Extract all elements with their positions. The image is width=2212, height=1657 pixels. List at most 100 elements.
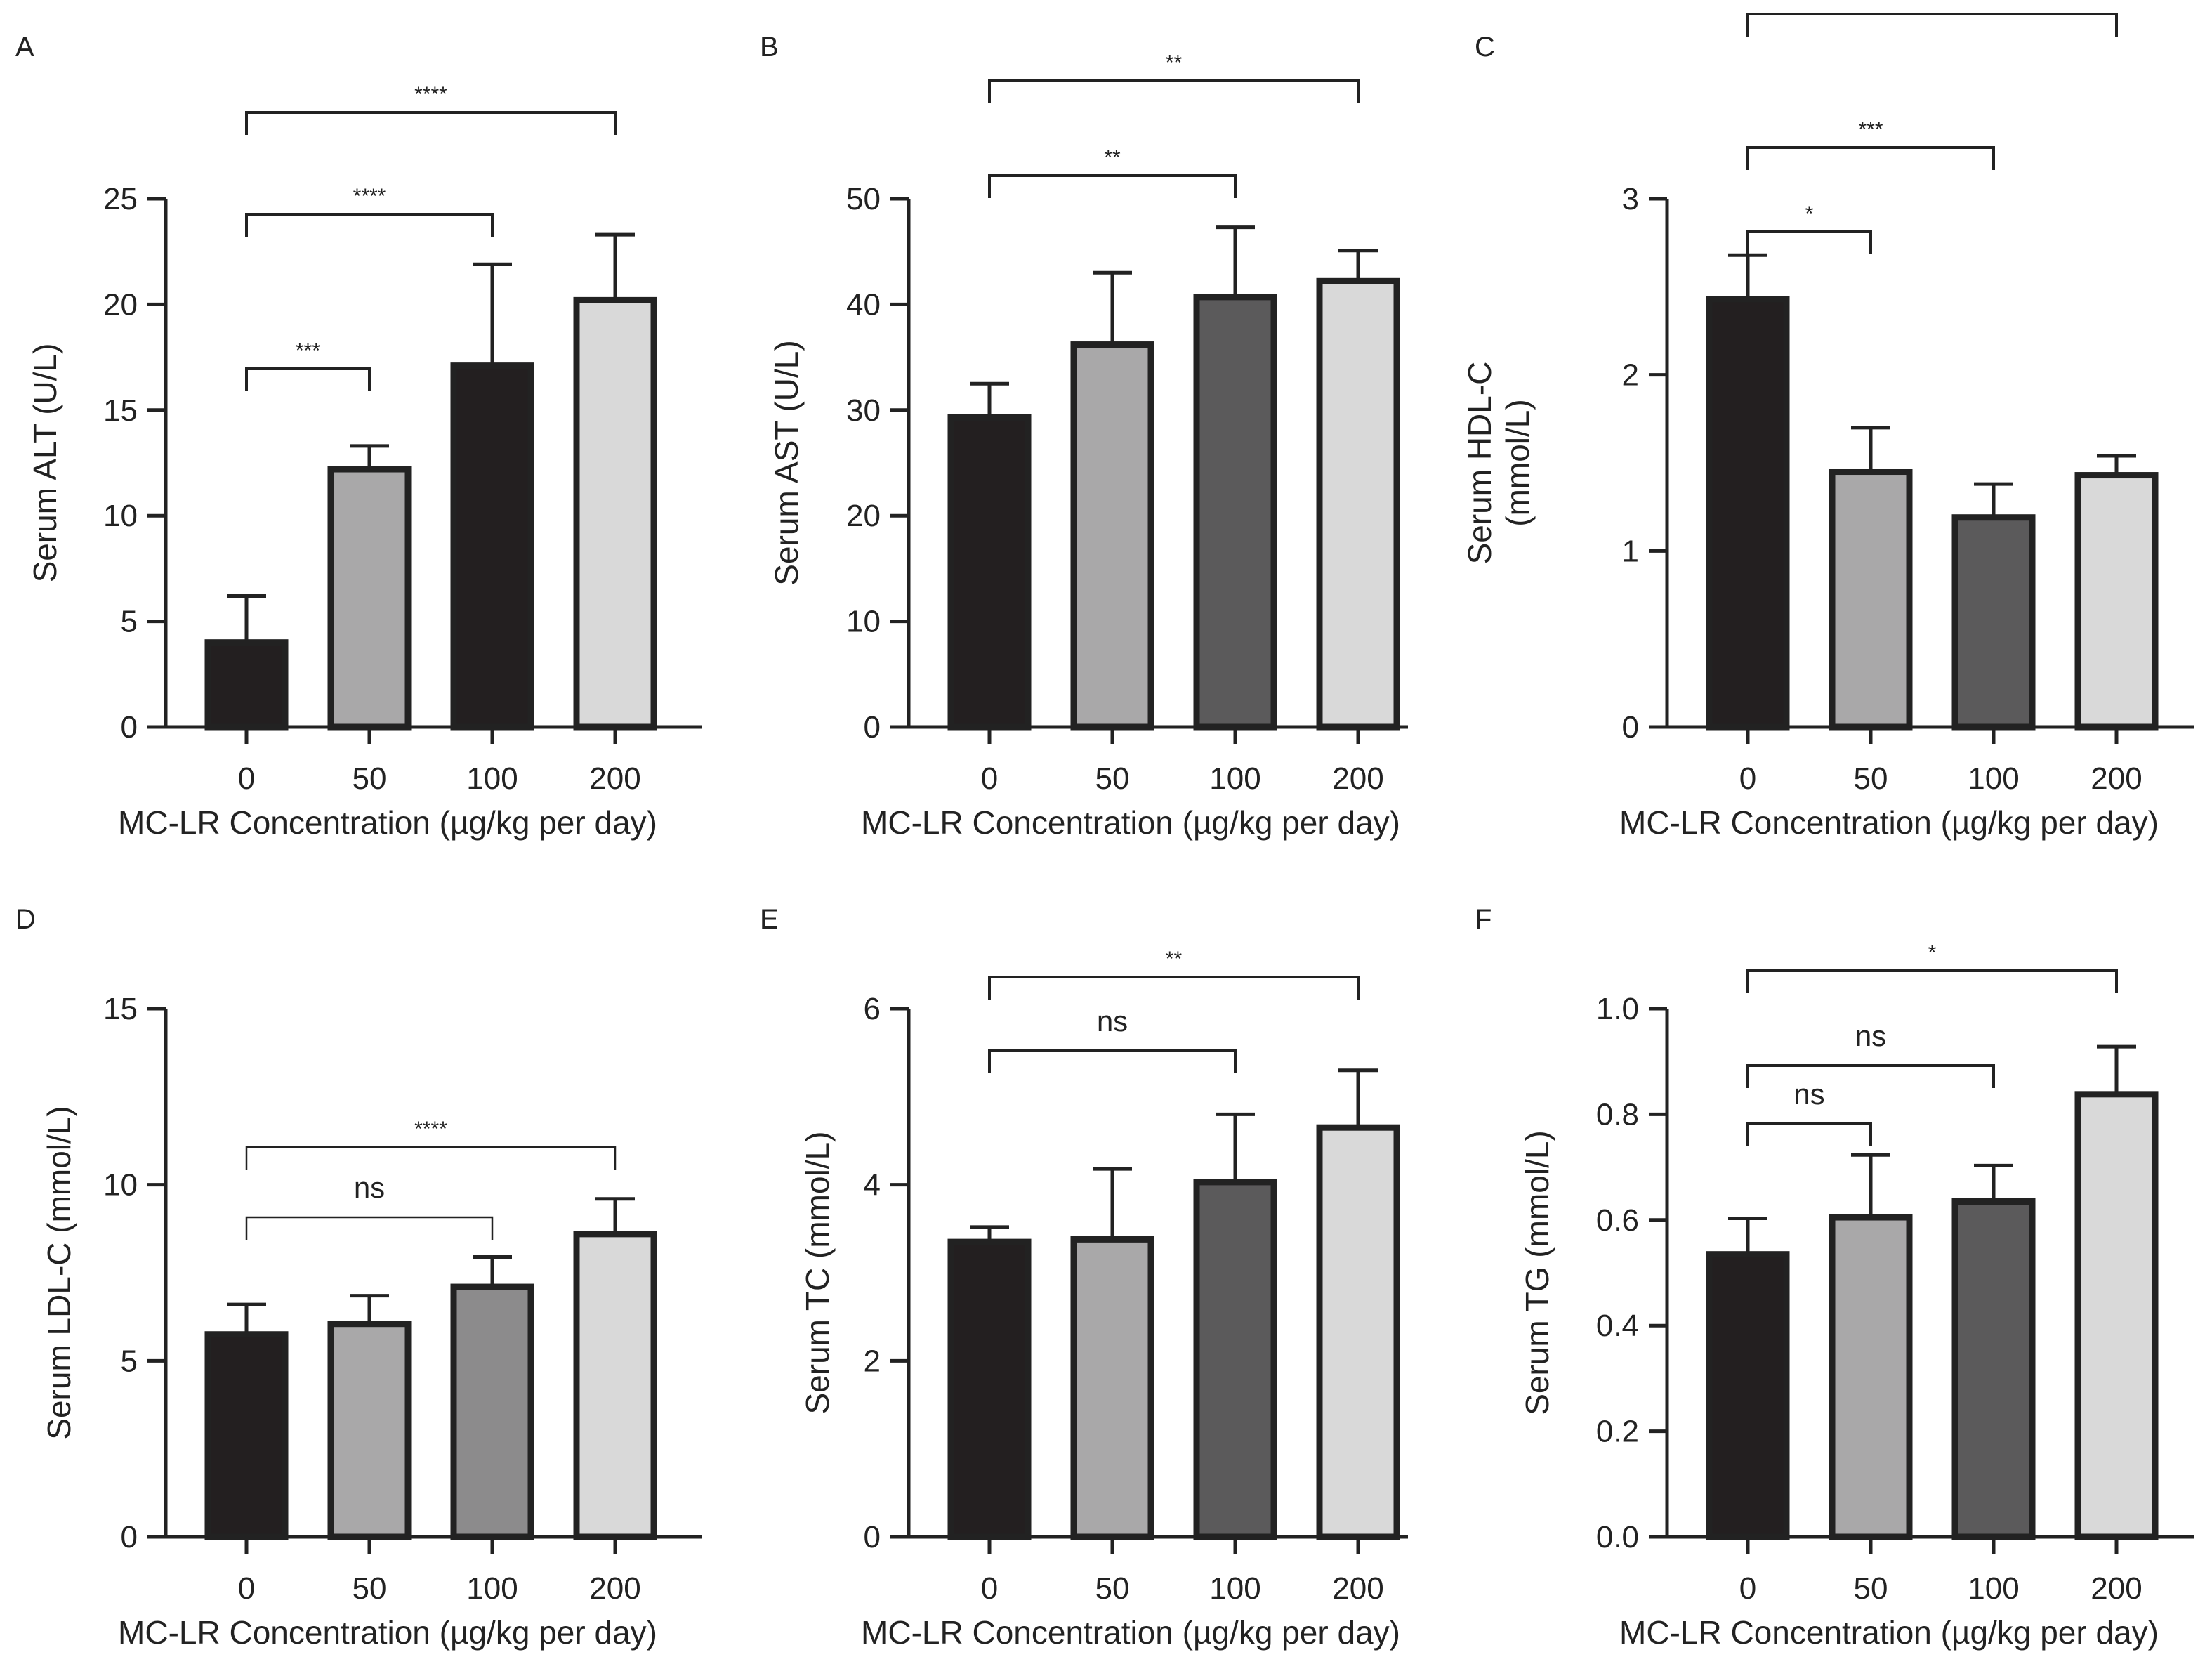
- significance-bracket: [245, 1146, 617, 1170]
- bar: [1193, 294, 1277, 731]
- panel-letter: D: [15, 904, 36, 935]
- x-tick-label: 50: [1854, 761, 1888, 796]
- x-tick-label: 100: [1968, 761, 2019, 796]
- x-tick-label: 200: [2091, 761, 2142, 796]
- x-tick-label: 0: [238, 761, 255, 796]
- significance-label: ****: [414, 83, 447, 106]
- bar: [573, 1231, 657, 1540]
- panel-letter: F: [1475, 904, 1492, 935]
- significance-label: ns: [1793, 1078, 1824, 1111]
- y-tick-label: 15: [103, 992, 138, 1026]
- y-tick-label: 1.0: [1596, 992, 1639, 1026]
- significance-bracket: [245, 111, 617, 135]
- bar: [450, 1283, 534, 1540]
- y-axis-title: Serum LDL-C (mmol/L): [41, 1106, 77, 1439]
- panel-letter: E: [760, 904, 779, 935]
- significance-label: **: [1104, 146, 1121, 169]
- significance-bracket: [1746, 1064, 1995, 1088]
- significance-label: **: [1166, 948, 1183, 971]
- significance-bracket: [1746, 1122, 1872, 1146]
- chart-panel-e: E 0 2 4 6 0 50 100 200 MC-LR Concentration (µg/kg…: [760, 904, 1408, 1651]
- x-axis-title: MC-LR Concentration (µg/kg per day): [861, 1614, 1400, 1651]
- y-tick-label: 3: [1622, 182, 1639, 216]
- chart-panel-a: A 0 5 10 15 20 25 0 50 100 200 MC-LR Concentration …: [15, 32, 702, 841]
- y-axis-title: (mmol/L): [1499, 399, 1536, 526]
- bar: [204, 1331, 289, 1540]
- x-tick-label: 50: [1854, 1571, 1888, 1606]
- y-tick-label: 5: [121, 1344, 138, 1378]
- significance-bracket: [1746, 969, 2118, 993]
- y-tick-label: 15: [103, 393, 138, 428]
- y-tick-label: 20: [846, 499, 881, 533]
- x-tick-label: 100: [466, 1571, 518, 1606]
- bar: [1316, 277, 1400, 731]
- y-tick-label: 10: [846, 605, 881, 639]
- y-tick-label: 50: [846, 182, 881, 216]
- significance-label: *: [1805, 202, 1814, 225]
- x-axis-title: MC-LR Concentration (µg/kg per day): [1619, 1614, 2159, 1651]
- y-tick-label: 30: [846, 393, 881, 428]
- y-axis-title: Serum HDL-C: [1461, 362, 1498, 565]
- significance-bracket: [245, 1216, 494, 1240]
- y-tick-label: 5: [121, 605, 138, 639]
- bar: [1316, 1124, 1400, 1540]
- panel-letter: B: [760, 32, 779, 63]
- x-tick-label: 200: [2091, 1571, 2142, 1606]
- bar: [2074, 472, 2159, 731]
- significance-bracket: [988, 1049, 1237, 1073]
- significance-label: ****: [414, 1118, 447, 1141]
- x-tick-label: 0: [981, 1571, 998, 1606]
- significance-label: *: [1928, 941, 1937, 964]
- significance-bracket: [245, 213, 494, 237]
- y-tick-label: 0.8: [1596, 1097, 1639, 1132]
- bar: [1070, 341, 1154, 731]
- y-tick-label: 0.4: [1596, 1309, 1639, 1343]
- x-tick-label: 50: [353, 1571, 387, 1606]
- x-tick-label: 0: [1739, 761, 1756, 796]
- y-tick-label: 0: [121, 1520, 138, 1554]
- significance-bracket: [1746, 146, 1995, 170]
- panel-letter: A: [15, 32, 34, 63]
- x-tick-label: 0: [1739, 1571, 1756, 1606]
- y-tick-label: 0.2: [1596, 1415, 1639, 1449]
- y-tick-label: 0.6: [1596, 1203, 1639, 1238]
- bar: [1070, 1236, 1154, 1540]
- significance-bracket: [988, 79, 1360, 103]
- x-tick-label: 200: [589, 1571, 640, 1606]
- x-tick-label: 200: [1332, 761, 1383, 796]
- x-tick-label: 0: [981, 761, 998, 796]
- y-tick-label: 25: [103, 182, 138, 216]
- significance-label: **: [1924, 0, 1941, 8]
- x-tick-label: 200: [1332, 1571, 1383, 1606]
- x-tick-label: 100: [1968, 1571, 2019, 1606]
- x-axis-title: MC-LR Concentration (µg/kg per day): [118, 1614, 657, 1651]
- bar: [1951, 1198, 2036, 1540]
- x-tick-label: 100: [1209, 1571, 1260, 1606]
- x-tick-label: 50: [353, 761, 387, 796]
- y-tick-label: 2: [864, 1344, 881, 1378]
- x-tick-label: 50: [1095, 1571, 1130, 1606]
- y-axis-title: Serum TG (mmol/L): [1519, 1130, 1555, 1415]
- significance-label: ns: [354, 1171, 385, 1204]
- bar: [2074, 1091, 2159, 1540]
- y-axis-title: Serum AST (U/L): [768, 340, 805, 585]
- y-axis-title: Serum ALT (U/L): [27, 343, 63, 583]
- significance-bracket: [988, 174, 1237, 198]
- significance-label: ns: [1097, 1004, 1128, 1037]
- bar: [1193, 1179, 1277, 1540]
- bar: [1829, 1214, 1913, 1540]
- y-tick-label: 0: [864, 1520, 881, 1554]
- x-axis-title: MC-LR Concentration (µg/kg per day): [861, 804, 1400, 841]
- y-tick-label: 40: [846, 287, 881, 322]
- y-tick-label: 0: [864, 710, 881, 745]
- bar: [1706, 1251, 1790, 1540]
- chart-panel-b: B 0 10 20 30 40 50 0 50 100 200 MC-LR Concentration…: [760, 32, 1408, 841]
- x-tick-label: 50: [1095, 761, 1130, 796]
- significance-bracket: [245, 367, 371, 391]
- bar: [1706, 296, 1790, 731]
- bar: [1829, 469, 1913, 731]
- y-tick-label: 1: [1622, 534, 1639, 568]
- x-axis-title: MC-LR Concentration (µg/kg per day): [1619, 804, 2159, 841]
- chart-panel-f: F 0.0 0.2 0.4 0.6 0.8 1.0 0 50 100 200 MC-LR Concen…: [1475, 904, 2194, 1651]
